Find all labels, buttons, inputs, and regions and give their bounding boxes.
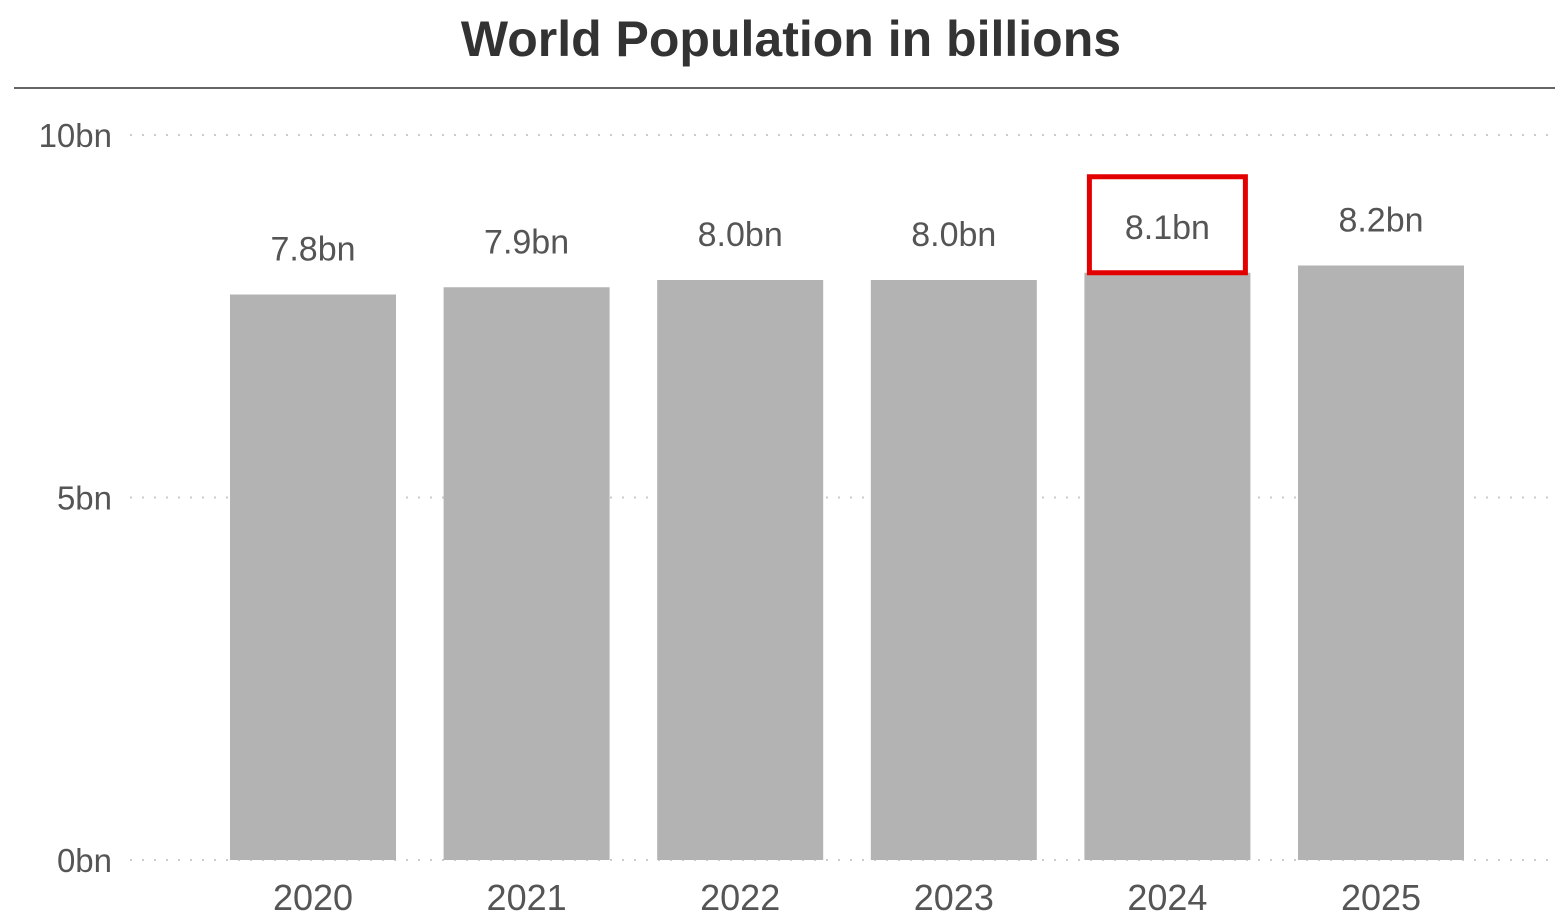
bar: [230, 294, 396, 860]
y-tick-label: 0bn: [57, 842, 112, 879]
data-label: 8.0bn: [911, 216, 996, 254]
bar: [870, 280, 1037, 860]
x-tick-label: 2022: [700, 877, 780, 914]
data-label: 7.8bn: [270, 231, 355, 269]
bar: [657, 280, 824, 860]
highlight-layer: [1086, 174, 1248, 276]
title-divider: [14, 87, 1555, 89]
bar: [1084, 272, 1251, 860]
x-tick-label: 2020: [273, 877, 353, 914]
x-tick-label: 2021: [487, 877, 567, 914]
data-labels: 7.8bn 7.9bn 8.0bn 8.0bn 8.1bn 8.2bn: [270, 202, 1423, 269]
data-label: 8.1bn: [1125, 209, 1210, 247]
data-label: 8.2bn: [1338, 202, 1423, 240]
x-tick-label: 2023: [914, 877, 994, 914]
bar: [443, 287, 610, 860]
y-tick-label: 5bn: [57, 480, 112, 517]
y-tick-label: 10bn: [39, 117, 112, 154]
x-tick-label: 2024: [1127, 877, 1207, 914]
data-label: 8.0bn: [698, 216, 783, 254]
y-axis-ticks: 0bn 5bn 10bn: [39, 117, 112, 879]
chart-title: World Population in billions: [460, 11, 1122, 67]
x-axis-ticks: 2020 2021 2022 2023 2024 2025: [273, 877, 1421, 914]
bars: [230, 265, 1464, 860]
data-label: 7.9bn: [484, 223, 569, 261]
bar: [1298, 265, 1464, 860]
highlight-box: [1086, 174, 1248, 276]
x-tick-label: 2025: [1341, 877, 1421, 914]
